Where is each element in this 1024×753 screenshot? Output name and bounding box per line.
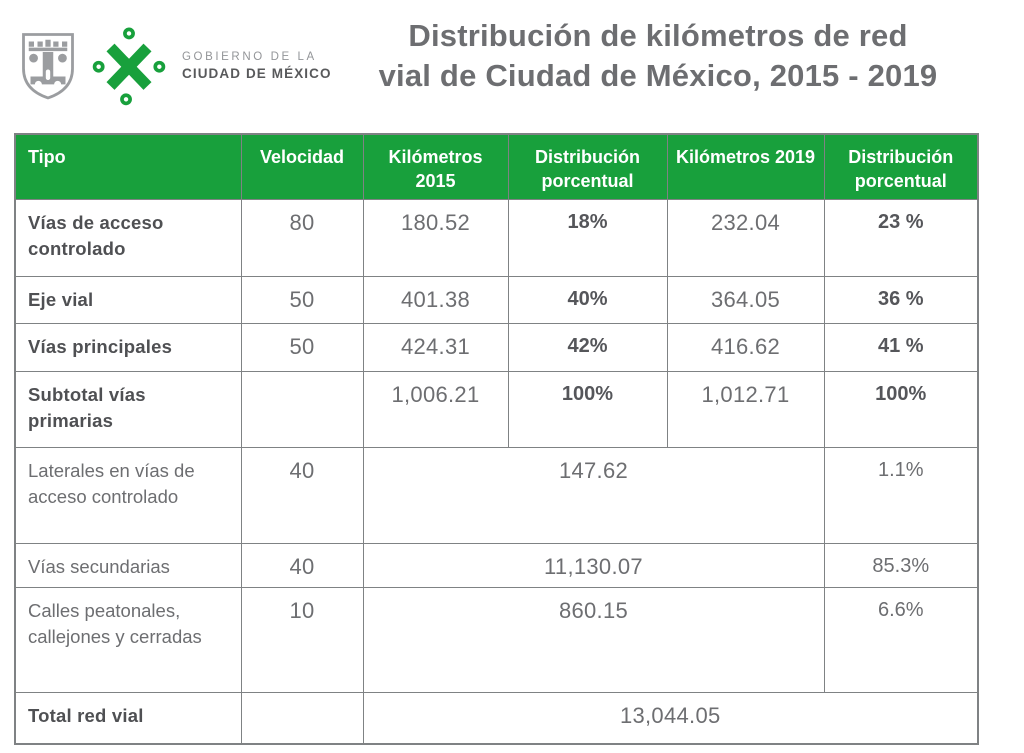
cell-velocidad: 50: [240, 323, 364, 372]
table-row-calles-peatonales: Calles peatonales, callejones y cerradas…: [14, 587, 979, 693]
road-network-table: Tipo Velocidad Kilómetros 2015 Distribuc…: [14, 133, 979, 745]
gov-line2: CIUDAD DE MÉXICO: [182, 66, 332, 81]
cell-tipo: Laterales en vías de acceso controlado: [14, 447, 242, 544]
cell-velocidad: [240, 692, 364, 744]
cell-velocidad: 40: [240, 543, 364, 588]
header-row: Tipo Velocidad Kilómetros 2015 Distribuc…: [14, 133, 979, 200]
cell-dist-2015: 18%: [507, 199, 668, 277]
cell-dist-2019: 100%: [823, 371, 979, 448]
cell-dist-2015: 42%: [507, 323, 668, 372]
cell-velocidad: [240, 371, 364, 448]
table-row-vias-secundarias: Vías secundarias 40 11,130.07 85.3%: [14, 543, 979, 588]
cell-km-2015: 180.52: [362, 199, 509, 277]
cell-km-merged: 11,130.07: [362, 543, 825, 588]
cell-tipo: Total red vial: [14, 692, 242, 744]
cell-velocidad: 10: [240, 587, 364, 693]
table-row-laterales: Laterales en vías de acceso controlado 4…: [14, 447, 979, 544]
table-row-vias-principales: Vías principales 50 424.31 42% 416.62 41…: [14, 323, 979, 372]
page-title-line2: vial de Ciudad de México, 2015 - 2019: [378, 58, 938, 93]
cell-dist: 85.3%: [823, 543, 979, 588]
cell-tipo: Eje vial: [14, 276, 242, 324]
government-wordmark: GOBIERNO DE LA CIUDAD DE MÉXICO: [182, 51, 332, 81]
cell-velocidad: 80: [240, 199, 364, 277]
table-row-eje-vial: Eje vial 50 401.38 40% 364.05 36 %: [14, 276, 979, 324]
cell-km-merged: 860.15: [362, 587, 825, 693]
cell-tipo: Calles peatonales, callejones y cerradas: [14, 587, 242, 693]
cell-dist: 6.6%: [823, 587, 979, 693]
cell-km-2019: 364.05: [666, 276, 825, 324]
cell-velocidad: 40: [240, 447, 364, 544]
cell-tipo: Vías principales: [14, 323, 242, 372]
table-row-subtotal-vias-primarias: Subtotal vías primarias 1,006.21 100% 1,…: [14, 371, 979, 448]
col-header-velocidad: Velocidad: [240, 133, 364, 200]
col-header-dist-2019: Distribución porcentual: [823, 133, 979, 200]
col-header-dist-2015: Distribución porcentual: [507, 133, 668, 200]
cell-km-2019: 232.04: [666, 199, 825, 277]
cell-dist-2019: 23 %: [823, 199, 979, 277]
col-header-tipo: Tipo: [14, 133, 242, 200]
col-header-km-2019: Kilómetros 2019: [666, 133, 825, 200]
cell-km-2019: 416.62: [666, 323, 825, 372]
cell-km-2015: 424.31: [362, 323, 509, 372]
cell-km-2019: 1,012.71: [666, 371, 825, 448]
gov-line1: GOBIERNO DE LA: [182, 51, 317, 63]
cell-total-value: 13,044.05: [362, 692, 979, 744]
cell-tipo: Vías de acceso controlado: [14, 199, 242, 277]
col-header-km-2015: Kilómetros 2015: [362, 133, 509, 200]
cell-dist-2015: 40%: [507, 276, 668, 324]
table-row-vias-acceso-controlado: Vías de acceso controlado 80 180.52 18% …: [14, 199, 979, 277]
mexico-city-shield-icon: [22, 33, 74, 100]
cell-km-2015: 1,006.21: [362, 371, 509, 448]
cdmx-x-logo-icon: [92, 27, 166, 106]
cell-tipo: Vías secundarias: [14, 543, 242, 588]
cell-km-2015: 401.38: [362, 276, 509, 324]
cell-km-merged: 147.62: [362, 447, 825, 544]
page-title: Distribución de kilómetros de red vial d…: [300, 16, 1016, 96]
cell-dist-2019: 41 %: [823, 323, 979, 372]
cell-velocidad: 50: [240, 276, 364, 324]
cell-dist: 1.1%: [823, 447, 979, 544]
brand-block: GOBIERNO DE LA CIUDAD DE MÉXICO: [20, 26, 332, 106]
table-row-total-red-vial: Total red vial 13,044.05: [14, 692, 979, 744]
cell-tipo: Subtotal vías primarias: [14, 371, 242, 448]
cell-dist-2019: 36 %: [823, 276, 979, 324]
page-title-line1: Distribución de kilómetros de red: [408, 18, 908, 53]
cell-dist-2015: 100%: [507, 371, 668, 448]
